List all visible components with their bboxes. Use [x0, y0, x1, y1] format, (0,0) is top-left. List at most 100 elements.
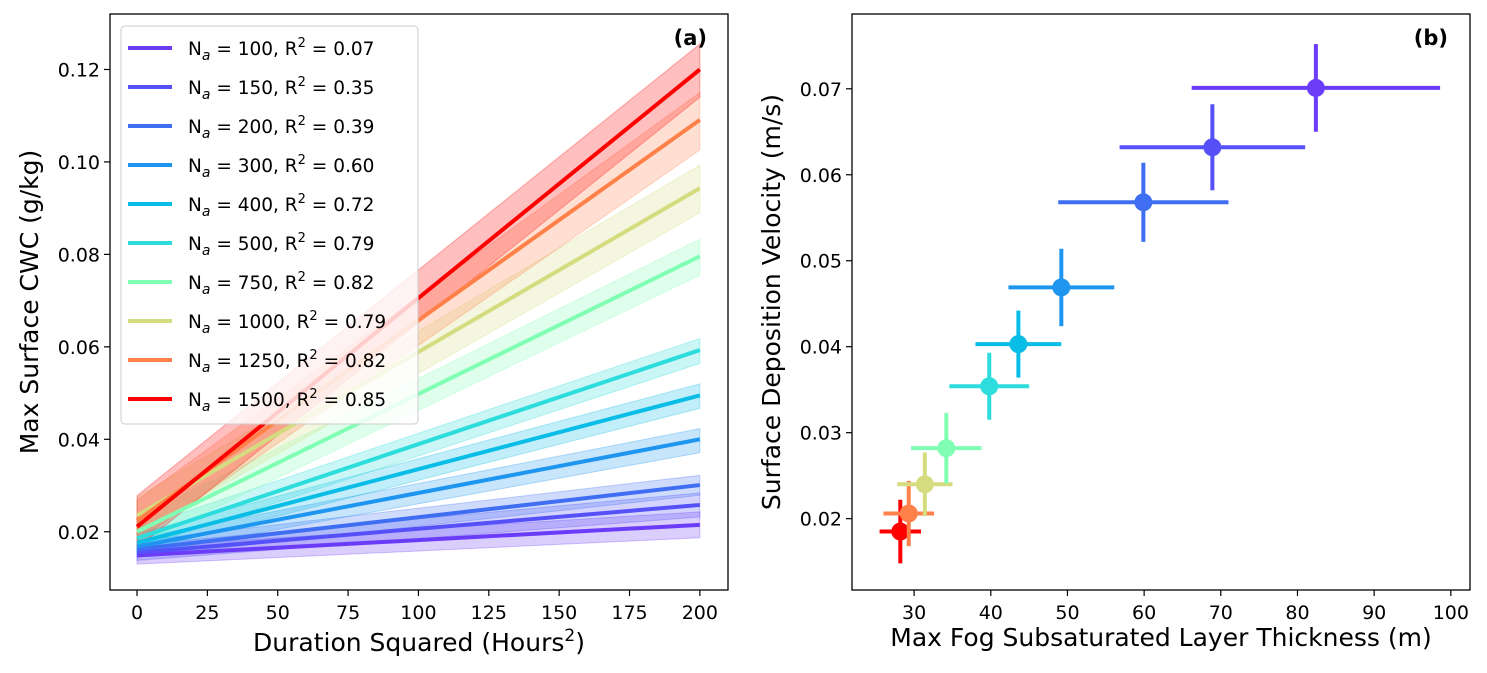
point-marker [1203, 138, 1222, 157]
confidence-band-na-100 [136, 511, 701, 565]
legend-symbol: N [188, 312, 202, 333]
point-marker [1134, 193, 1153, 212]
legend-na-value: 100 [238, 39, 273, 60]
legend-sep: , [273, 117, 285, 138]
legend-eq: = [306, 234, 333, 255]
y-axis-label: Max Surface CWC (g/kg) [15, 150, 44, 455]
point-marker [1009, 335, 1028, 354]
legend-subscript: a [202, 126, 211, 142]
legend-symbol: N [188, 351, 202, 372]
point-marker [899, 504, 918, 523]
legend-na-value: 1500 [238, 390, 285, 411]
axes-frame [109, 13, 729, 591]
legend-eq: = [210, 78, 237, 99]
legend-symbol: N [188, 39, 202, 60]
legend-sep: , [273, 78, 285, 99]
panel-label: (b) [1414, 26, 1448, 50]
legend-label-na-400: Na = 400, R2 = 0.72 [188, 192, 374, 220]
legend-eq: = [210, 39, 237, 60]
legend-eq: = [210, 234, 237, 255]
legend-label-na-1000: Na = 1000, R2 = 0.79 [188, 309, 386, 337]
x-tick-label: 75 [336, 602, 360, 624]
y-tick-label: 0.12 [58, 59, 100, 81]
legend-superscript: 2 [298, 270, 306, 285]
legend-superscript: 2 [298, 231, 306, 246]
point-marker [980, 377, 999, 396]
legend-symbol: N [188, 156, 202, 177]
legend-eq: = [306, 156, 333, 177]
legend-r2-value: 0.82 [333, 273, 374, 294]
legend-r2-value: 0.79 [345, 312, 386, 333]
legend-r2-value: 0.39 [333, 117, 374, 138]
axes-frame [851, 13, 1471, 591]
legend-eq: = [210, 156, 237, 177]
legend-sep: , [285, 351, 297, 372]
legend-r: R [285, 195, 298, 216]
legend-na-value: 500 [238, 234, 273, 255]
point-marker [1306, 78, 1325, 97]
x-tick-label: 100 [400, 602, 436, 624]
y-tick-label: 0.07 [800, 79, 842, 101]
panel-a-line-chart: 0 25 50 75 100 125 150 175 200 0.02 0.04 0.06 0.08 0.… [15, 13, 729, 657]
legend-r: R [285, 156, 298, 177]
regression-line-na-300 [136, 437, 701, 549]
legend-sep: , [273, 195, 285, 216]
legend-sep: , [273, 39, 285, 60]
x-tick-label: 125 [471, 602, 507, 624]
legend-subscript: a [202, 204, 211, 220]
data-point-na-150 [1119, 104, 1306, 191]
legend-subscript: a [202, 399, 211, 415]
legend-label-na-100: Na = 100, R2 = 0.07 [188, 36, 374, 64]
legend-na-value: 400 [238, 195, 273, 216]
legend-symbol: N [188, 195, 202, 216]
point-marker [891, 522, 910, 541]
legend-r2-value: 0.85 [345, 390, 386, 411]
legend-subscript: a [202, 282, 211, 298]
legend-r2-value: 0.82 [345, 351, 386, 372]
legend-eq: = [318, 312, 345, 333]
legend-na-value: 300 [238, 156, 273, 177]
legend-superscript: 2 [298, 36, 306, 51]
regression-line-na-200 [136, 483, 701, 552]
data-point-na-100 [1191, 44, 1441, 132]
legend-eq: = [306, 273, 333, 294]
legend-box [120, 25, 419, 425]
data-point-na-300 [1008, 248, 1115, 327]
legend-label-na-750: Na = 750, R2 = 0.82 [188, 270, 374, 298]
x-tick-label: 150 [541, 602, 577, 624]
regression-line-na-100 [136, 522, 700, 558]
legend-sep: , [285, 312, 297, 333]
regression-line-na-150 [136, 502, 701, 555]
legend-na-value: 1250 [238, 351, 285, 372]
x-tick-label: 40 [979, 602, 1003, 624]
legend-symbol: N [188, 390, 202, 411]
x-tick-label: 175 [611, 602, 647, 624]
legend-eq: = [210, 351, 237, 372]
legend-superscript: 2 [298, 114, 306, 129]
y-tick-label: 0.04 [800, 337, 842, 359]
legend-r2-value: 0.07 [333, 39, 374, 60]
legend-subscript: a [202, 165, 211, 181]
legend-sep: , [273, 273, 285, 294]
legend-superscript: 2 [298, 75, 306, 90]
data-point-na-400 [975, 310, 1062, 378]
legend-symbol: N [188, 273, 202, 294]
legend-label-na-1250: Na = 1250, R2 = 0.82 [188, 348, 386, 376]
x-tick-label: 30 [902, 602, 926, 624]
legend-r: R [285, 117, 298, 138]
legend-symbol: N [188, 78, 202, 99]
legend-eq: = [318, 351, 345, 372]
data-point-na-200 [1058, 162, 1229, 242]
x-axis-label-text: Duration Squared (Hours [253, 628, 564, 657]
legend-superscript: 2 [298, 192, 306, 207]
x-tick-label: 200 [682, 602, 718, 624]
legend-symbol: N [188, 117, 202, 138]
point-marker [915, 475, 934, 494]
legend-eq: = [210, 117, 237, 138]
x-tick-label: 60 [1132, 602, 1156, 624]
legend-r: R [297, 390, 310, 411]
data-point-na-1500 [879, 499, 922, 564]
legend-r: R [297, 312, 310, 333]
x-tick-label: 70 [1209, 602, 1233, 624]
